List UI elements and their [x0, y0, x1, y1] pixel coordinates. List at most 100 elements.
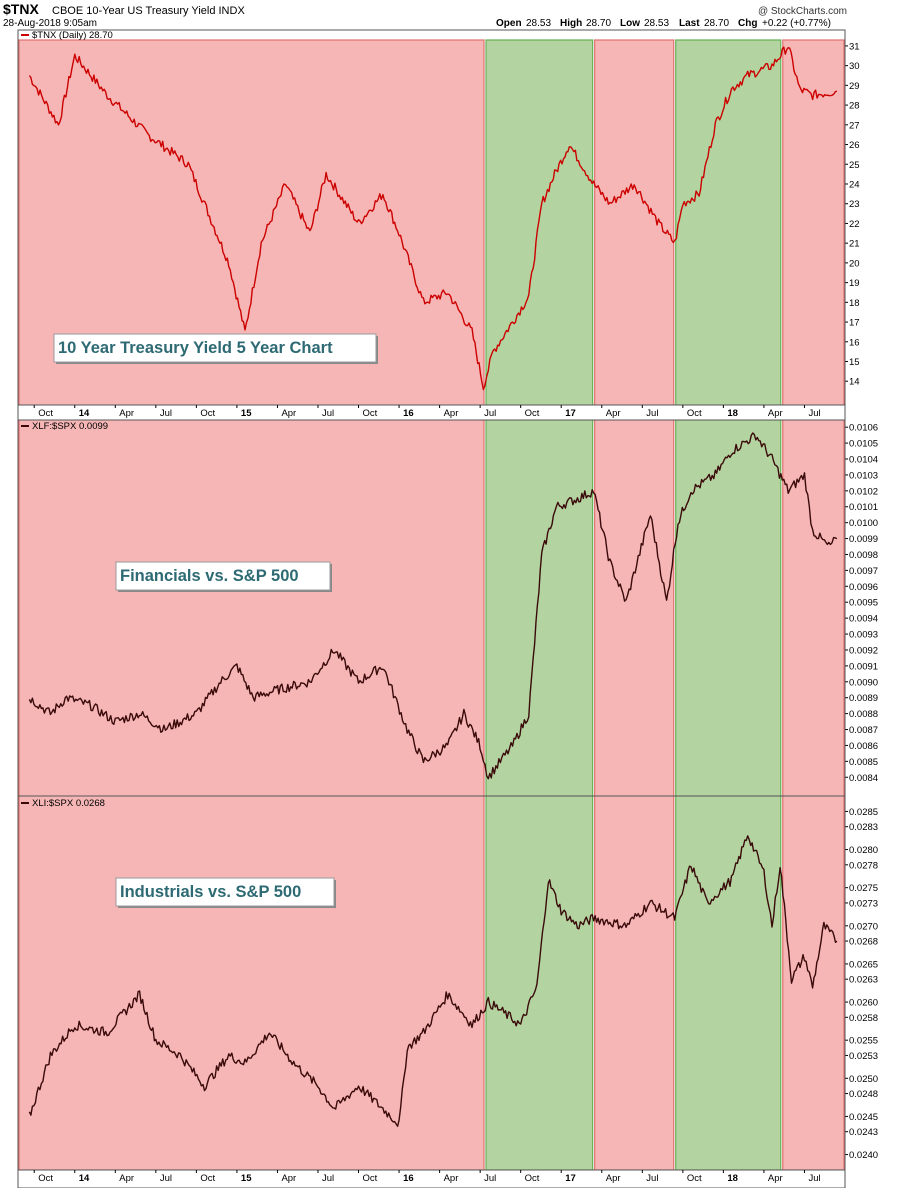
ytick-label: 0.0088 — [849, 709, 878, 720]
ytick-label: 0.0100 — [849, 518, 878, 529]
annotation-box — [115, 561, 331, 591]
annotation-text: 10 Year Treasury Yield 5 Year Chart — [58, 339, 333, 357]
xtick-label: Jul — [484, 408, 496, 419]
x-axis: Oct 14 Apr Jul Oct 15 Apr Jul Oct 16 Apr Jul Oct 17 Ap… — [17, 404, 846, 1189]
xtick-label: Jul — [646, 1173, 658, 1184]
xtick-label: Apr — [768, 408, 783, 419]
annotation-box — [53, 333, 377, 363]
ytick-label: 0.0103 — [849, 470, 878, 481]
xtick-label: 15 — [241, 408, 252, 419]
xtick-label: 18 — [727, 1173, 738, 1184]
xtick-label: 18 — [727, 408, 738, 419]
ytick-label: 0.0275 — [849, 883, 878, 894]
xtick-label: Jul — [322, 1173, 334, 1184]
zone-red-4 — [782, 39, 845, 1171]
xtick-label: Apr — [444, 408, 459, 419]
high-value: 28.70 — [586, 18, 611, 29]
xtick-label: Jul — [646, 408, 658, 419]
ytick-label: 0.0285 — [849, 807, 878, 818]
legend-label: XLI:$SPX 0.0268 — [32, 798, 105, 809]
xtick-label: Jul — [808, 408, 820, 419]
zone-red-2 — [594, 39, 675, 1171]
last-label: Last — [679, 18, 700, 29]
xtick-label: Oct — [200, 1173, 215, 1184]
chg-label: Chg — [738, 18, 757, 29]
xtick-label: Oct — [363, 408, 378, 419]
ytick-label: 21 — [849, 239, 860, 250]
ytick-label: 0.0248 — [849, 1089, 878, 1100]
xtick-label: Jul — [322, 408, 334, 419]
ytick-label: 31 — [849, 41, 860, 52]
xtick-label: 15 — [241, 1173, 252, 1184]
symbol: $TNX — [3, 1, 39, 17]
ytick-label: 0.0084 — [849, 773, 878, 784]
ytick-label: 0.0253 — [849, 1051, 878, 1062]
ytick-label: 15 — [849, 357, 860, 368]
xtick-label: 17 — [565, 1173, 576, 1184]
ytick-label: 0.0263 — [849, 975, 878, 986]
ytick-label: 0.0250 — [849, 1074, 878, 1085]
ytick-label: 25 — [849, 160, 860, 171]
xtick-label: Oct — [687, 408, 702, 419]
panel-xlf: 0.0106 0.0105 0.0104 0.0103 0.0102 0.0101 0.01… — [17, 419, 878, 797]
ytick-label: 14 — [849, 377, 860, 388]
x-axis-band — [17, 1169, 846, 1189]
ytick-label: 0.0101 — [849, 502, 878, 513]
ytick-label: 0.0104 — [849, 455, 878, 466]
last-value: 28.70 — [704, 18, 729, 29]
xtick-label: Jul — [160, 408, 172, 419]
zone-red-0 — [18, 39, 485, 1171]
ytick-label: 0.0260 — [849, 998, 878, 1009]
ytick-label: 0.0280 — [849, 845, 878, 856]
ytick-label: 27 — [849, 120, 860, 131]
high-label: High — [560, 18, 582, 29]
zone-green-1 — [485, 39, 594, 1171]
ytick-label: 0.0086 — [849, 741, 878, 752]
series-line-xlf — [28, 432, 838, 780]
xtick-label: Oct — [525, 408, 540, 419]
xtick-label: 14 — [79, 408, 90, 419]
legend-label: $TNX (Daily) 28.70 — [32, 30, 113, 41]
ytick-label: 0.0102 — [849, 486, 878, 497]
ytick-label: 30 — [849, 61, 860, 72]
ytick-label: 20 — [849, 258, 860, 269]
xtick-label: Oct — [38, 1173, 53, 1184]
zones-layer — [18, 39, 845, 1171]
annotation-box — [115, 877, 335, 907]
ytick-label: 17 — [849, 318, 860, 329]
ytick-label: 0.0091 — [849, 661, 878, 672]
chg-value: +0.22 (+0.77%) — [762, 18, 831, 29]
x-axis-band — [17, 404, 846, 421]
ytick-label: 0.0243 — [849, 1127, 878, 1138]
panels-layer: 31 30 29 28 27 26 25 24 23 22 21 20 19 18 17 16 15 14 $TNX… — [17, 29, 878, 1171]
ytick-label: 0.0240 — [849, 1150, 878, 1161]
ytick-label: 28 — [849, 101, 860, 112]
symbol-description: CBOE 10-Year US Treasury Yield INDX — [52, 5, 245, 17]
ytick-label: 0.0092 — [849, 645, 878, 656]
ytick-label: 0.0095 — [849, 598, 878, 609]
low-value: 28.53 — [644, 18, 669, 29]
ytick-label: 0.0273 — [849, 898, 878, 909]
xtick-label: Apr — [768, 1173, 783, 1184]
ytick-label: 0.0278 — [849, 860, 878, 871]
xtick-label: Oct — [200, 408, 215, 419]
legend-label: XLF:$SPX 0.0099 — [32, 421, 108, 432]
zone-green-3 — [675, 39, 782, 1171]
ytick-label: 0.0097 — [849, 566, 878, 577]
xtick-label: 16 — [403, 1173, 414, 1184]
ytick-label: 0.0094 — [849, 614, 878, 625]
ytick-label: 19 — [849, 278, 860, 289]
ytick-label: 0.0270 — [849, 921, 878, 932]
ytick-label: 16 — [849, 337, 860, 348]
xtick-label: Apr — [281, 408, 296, 419]
xtick-label: Jul — [484, 1173, 496, 1184]
xtick-label: Oct — [687, 1173, 702, 1184]
ytick-label: 0.0093 — [849, 630, 878, 641]
annotation-text: Financials vs. S&P 500 — [120, 567, 299, 585]
ytick-label: 0.0105 — [849, 439, 878, 450]
xtick-label: Apr — [281, 1173, 296, 1184]
xtick-label: Jul — [160, 1173, 172, 1184]
ytick-label: 0.0099 — [849, 534, 878, 545]
xtick-label: 16 — [403, 408, 414, 419]
